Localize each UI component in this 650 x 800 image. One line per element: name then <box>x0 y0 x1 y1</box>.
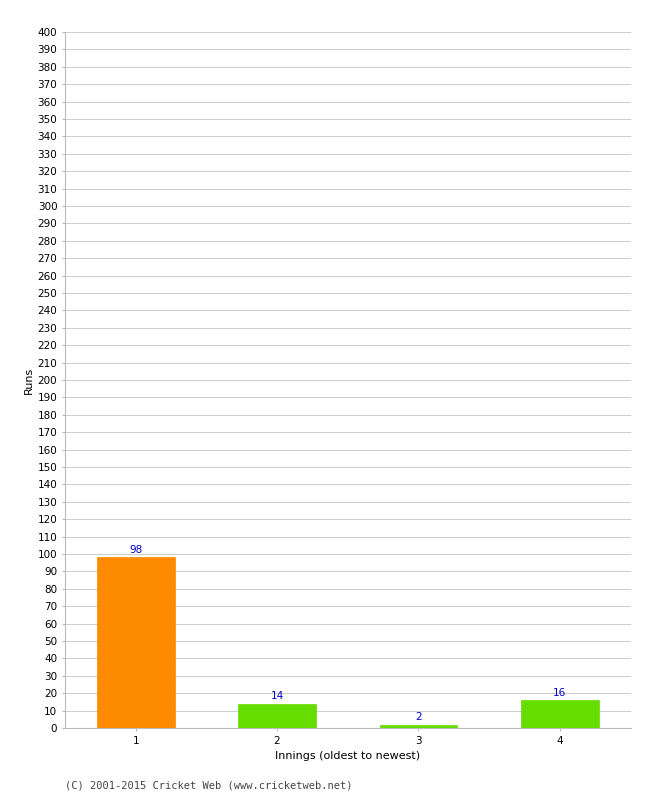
Text: 98: 98 <box>129 545 142 555</box>
Text: (C) 2001-2015 Cricket Web (www.cricketweb.net): (C) 2001-2015 Cricket Web (www.cricketwe… <box>65 781 352 790</box>
Bar <box>238 704 316 728</box>
Bar <box>521 700 599 728</box>
Text: 14: 14 <box>270 691 283 701</box>
Bar <box>97 558 175 728</box>
Y-axis label: Runs: Runs <box>23 366 33 394</box>
Bar <box>380 725 458 728</box>
Text: 2: 2 <box>415 712 422 722</box>
X-axis label: Innings (oldest to newest): Innings (oldest to newest) <box>275 751 421 761</box>
Text: 16: 16 <box>553 687 566 698</box>
